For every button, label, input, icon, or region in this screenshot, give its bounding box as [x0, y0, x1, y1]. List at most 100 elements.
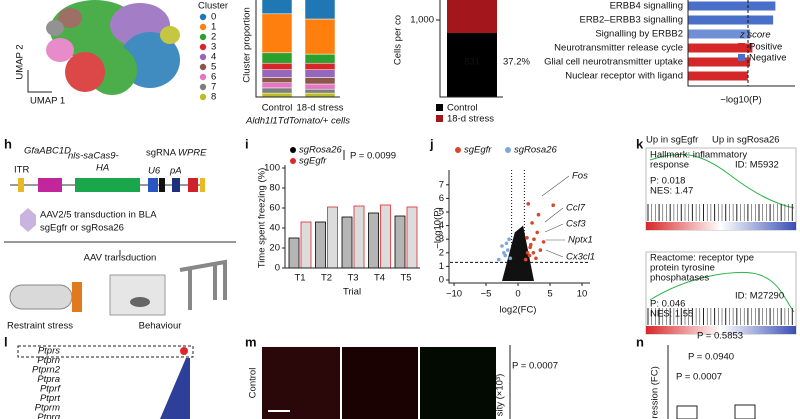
legend-label: 3	[211, 42, 216, 53]
gsea-p: P: 0.046	[650, 299, 685, 310]
axis	[439, 0, 503, 98]
point	[534, 256, 538, 261]
umap-axes	[27, 70, 52, 93]
bar	[688, 1, 776, 11]
gene-label: Cx3cl1	[566, 252, 595, 263]
x-tick-label: 5	[547, 289, 552, 300]
restraint-icon	[9, 282, 82, 312]
step-label: AAV transduction	[84, 253, 157, 264]
axis	[448, 170, 590, 284]
panel-letter: k	[636, 136, 644, 151]
legend-label: 2	[211, 32, 216, 43]
axis-label: Aldh1l1TdTomato/+ cells	[245, 116, 350, 127]
y-tick-label: 40	[269, 223, 280, 234]
micrograph	[420, 347, 496, 419]
legend-label: sgRosa26	[514, 145, 557, 156]
bar-segment	[304, 69, 336, 78]
point	[551, 203, 555, 207]
legend-label: sgEgfr	[464, 145, 492, 156]
bar	[368, 212, 379, 269]
bar	[315, 221, 326, 269]
y-tick-label: ERB2–ERBB3 signalling	[579, 15, 683, 26]
legend-swatch	[199, 33, 207, 41]
legend-swatch	[199, 73, 207, 81]
x-tick-label: Control	[262, 103, 293, 114]
construct-note: sgEgfr or sgRosa26	[40, 223, 124, 234]
point	[525, 251, 530, 255]
legend-swatch	[290, 158, 296, 164]
x-tick-label: 10	[577, 289, 588, 300]
bar-segment	[261, 62, 293, 70]
condition-label: Restraint stress	[7, 321, 73, 332]
condition-label: Behaviour	[139, 321, 182, 332]
construct-label: HA	[96, 163, 109, 174]
legend-swatch	[199, 43, 207, 51]
x-tick-label: T3	[347, 273, 358, 284]
axis	[687, 0, 795, 87]
construct-label: ITR	[14, 165, 29, 176]
bar-segment	[304, 18, 336, 55]
point	[528, 245, 532, 250]
bar	[688, 43, 753, 53]
gsea-nes: NES: 1.47	[650, 186, 693, 197]
data-label: 831	[464, 57, 480, 68]
axis	[284, 165, 420, 269]
bar	[300, 221, 312, 269]
bar	[688, 71, 748, 81]
legend-title: z score	[739, 30, 771, 41]
y-tick-label: ERBB4 signalling	[610, 1, 683, 12]
legend-title: Cluster	[198, 1, 228, 12]
y-tick-label: 3	[439, 234, 444, 245]
legend-swatch	[436, 115, 443, 122]
y-tick-label: 1	[439, 261, 444, 272]
p-value: P = 0.5853	[697, 331, 743, 342]
pa	[172, 178, 180, 192]
axis-label: pression (FC)	[650, 366, 661, 419]
gene-label: Ccl7	[566, 203, 586, 214]
bar-segment	[304, 83, 336, 90]
axis-label: Cells per co	[393, 15, 404, 65]
point	[525, 236, 529, 240]
legend-swatch	[199, 63, 207, 71]
bar	[394, 215, 406, 269]
legend-label: Control	[447, 103, 478, 114]
construct-label: sgRNA	[146, 148, 177, 159]
point	[529, 242, 533, 247]
point	[526, 202, 531, 206]
legend-label: 18-d stress	[447, 114, 494, 125]
bar-segment	[261, 69, 293, 78]
p-value: P = 0.0007	[676, 372, 722, 383]
legend-label: 5	[211, 62, 216, 73]
y-tick-label: 2	[439, 247, 444, 258]
gene-label: Csf3	[566, 219, 586, 230]
y-tick-label: 7	[439, 179, 444, 190]
point	[532, 237, 536, 241]
point	[535, 230, 539, 235]
construct-label: nls-saCas9-	[68, 151, 119, 162]
axis-label: Trial	[343, 287, 361, 298]
point	[503, 253, 508, 258]
bar-segment	[304, 92, 336, 98]
bar-segment	[261, 13, 293, 54]
legend-swatch	[738, 43, 745, 50]
construct-note: AAV2/5 transduction in BLA	[40, 210, 157, 221]
bar	[688, 15, 774, 25]
construct-label: WPRE	[178, 148, 207, 159]
bar-segment	[261, 77, 293, 83]
gsea-nes: NES: 1.55	[650, 309, 693, 320]
annotation: P = 0.0099	[350, 151, 396, 162]
legend-swatch	[199, 93, 207, 101]
y-tick-label: Glial cell neurotransmitter uptake	[544, 57, 683, 68]
legend-swatch	[290, 147, 296, 153]
y-tick-label: Signalling by ERBB2	[595, 29, 683, 40]
point	[536, 212, 541, 217]
row-label: Control	[248, 368, 259, 399]
bar-segment	[447, 0, 497, 34]
gene-label: Ptprg	[37, 412, 60, 419]
x-tick-label: T1	[294, 273, 305, 284]
ramp	[160, 358, 190, 419]
panel-letter: j	[429, 136, 434, 151]
umap-cloud	[46, 0, 180, 95]
